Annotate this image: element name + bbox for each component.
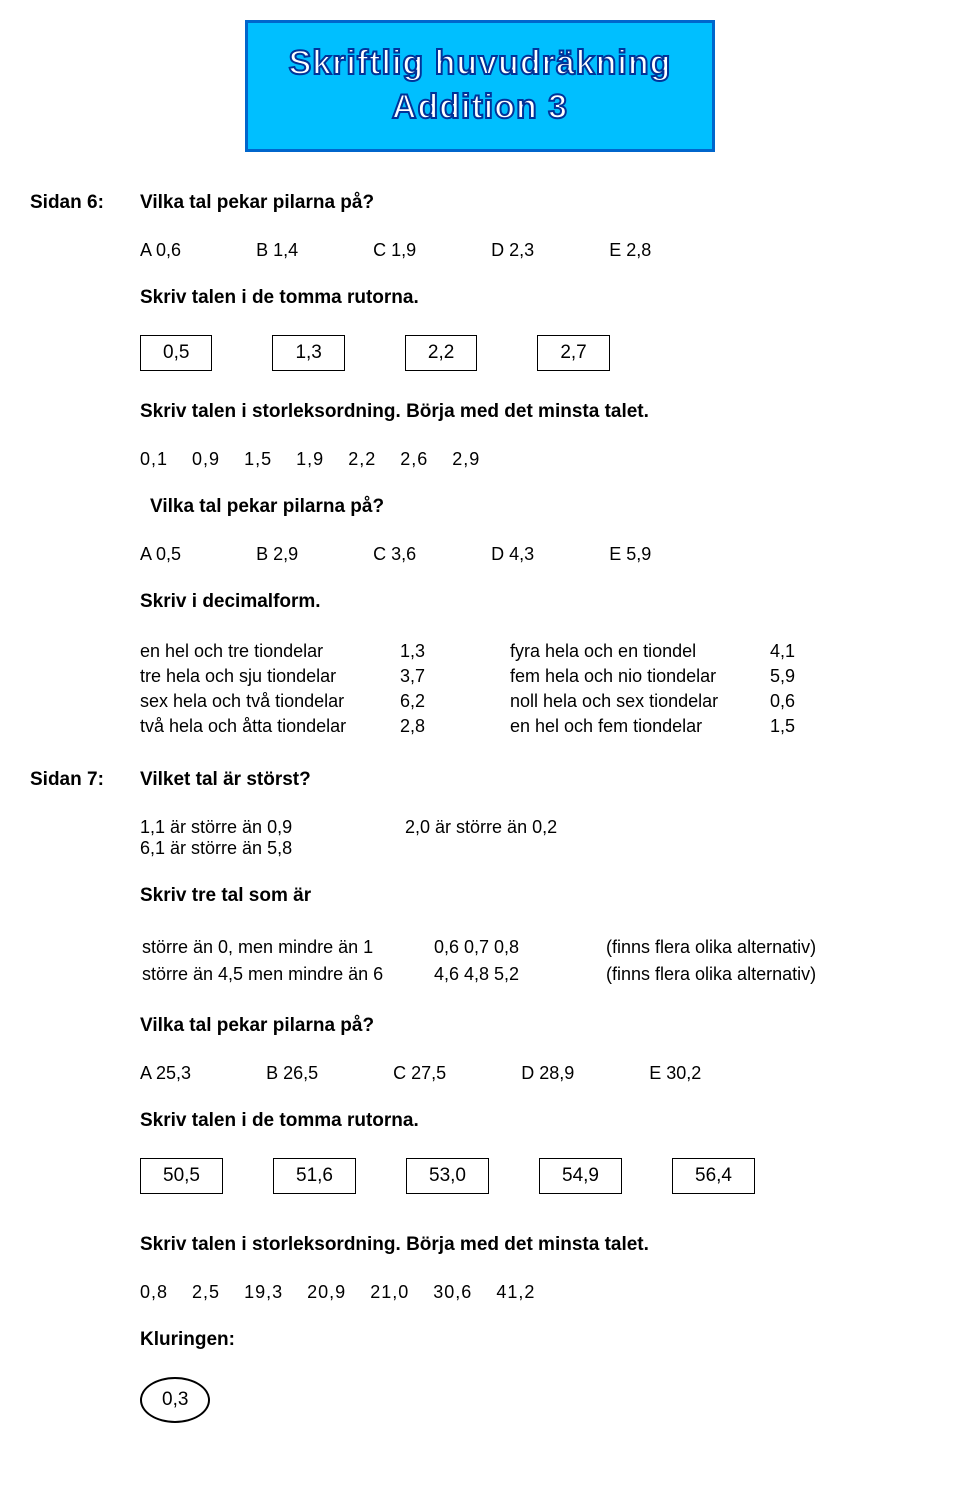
dc-lv: 3,7	[400, 664, 460, 689]
dc-right: en hel och fem tiondelar	[510, 714, 770, 739]
range-values: 4,6 4,8 5,2	[434, 962, 604, 987]
seq-item: 0,8	[140, 1282, 168, 1302]
s7-range-table: större än 0, men mindre än 1 0,6 0,7 0,8…	[140, 933, 818, 989]
seq-item: 2,9	[452, 449, 480, 469]
num-box: 54,9	[539, 1158, 622, 1194]
s6-q1-C: C 1,9	[373, 240, 416, 261]
range-desc: större än 0, men mindre än 1	[142, 935, 432, 960]
range-note: (finns flera olika alternativ)	[606, 935, 816, 960]
page-label-6: Sidan 6:	[30, 192, 140, 214]
s7-q4-boxes: 50,5 51,6 53,0 54,9 56,4	[140, 1158, 930, 1194]
kluringen-oval: 0,3	[140, 1377, 210, 1423]
s7-q5-seq: 0,8 2,5 19,3 20,9 21,0 30,6 41,2	[140, 1282, 930, 1303]
s6-q5-heading: Skriv i decimalform.	[140, 591, 930, 613]
seq-item: 21,0	[370, 1282, 409, 1302]
s6-decimals: en hel och tre tiondelar 1,3 fyra hela o…	[140, 639, 930, 739]
dc-lv: 1,3	[400, 639, 460, 664]
s6-q1-B: B 1,4	[256, 240, 298, 261]
range-desc: större än 4,5 men mindre än 6	[142, 962, 432, 987]
dc-rv: 5,9	[770, 664, 810, 689]
s7-q1-heading: Vilket tal är störst?	[140, 769, 930, 791]
seq-item: 19,3	[244, 1282, 283, 1302]
num-box: 0,5	[140, 335, 212, 371]
seq-item: 2,5	[192, 1282, 220, 1302]
range-values: 0,6 0,7 0,8	[434, 935, 604, 960]
s6-q4-heading: Vilka tal pekar pilarna på?	[150, 496, 930, 518]
s7-kluringen-heading: Kluringen:	[140, 1329, 930, 1351]
banner-line-1: Skriftlig huvudräkning	[260, 41, 700, 85]
s7-q2-heading: Skriv tre tal som är	[140, 885, 930, 907]
s7-q3-answers: A 25,3 B 26,5 C 27,5 D 28,9 E 30,2	[140, 1063, 930, 1084]
s6-q1-A: A 0,6	[140, 240, 181, 261]
s7-q1-answers: 1,1 är större än 0,9 2,0 är större än 0,…	[140, 817, 930, 859]
section-sidan-6: Sidan 6: Vilka tal pekar pilarna på? A 0…	[30, 192, 930, 769]
s6-q1-E: E 2,8	[609, 240, 651, 261]
s6-q3-seq: 0,1 0,9 1,5 1,9 2,2 2,6 2,9	[140, 449, 930, 470]
num-box: 2,2	[405, 335, 477, 371]
s6-q4-answers: A 0,5 B 2,9 C 3,6 D 4,3 E 5,9	[140, 544, 930, 565]
s6-q1-heading: Vilka tal pekar pilarna på?	[140, 192, 930, 214]
s6-q4-A: A 0,5	[140, 544, 181, 565]
page-label-7: Sidan 7:	[30, 769, 140, 791]
num-box: 53,0	[406, 1158, 489, 1194]
seq-item: 0,9	[192, 449, 220, 469]
num-box: 2,7	[537, 335, 609, 371]
seq-item: 30,6	[433, 1282, 472, 1302]
dc-lv: 2,8	[400, 714, 460, 739]
decimal-row: tre hela och sju tiondelar 3,7 fem hela …	[140, 664, 810, 689]
num-box: 1,3	[272, 335, 344, 371]
dc-left: en hel och tre tiondelar	[140, 639, 400, 664]
num-box: 51,6	[273, 1158, 356, 1194]
dc-rv: 4,1	[770, 639, 810, 664]
s7-q3-heading: Vilka tal pekar pilarna på?	[140, 1015, 930, 1037]
s7-q3-D: D 28,9	[521, 1063, 574, 1084]
s6-q4-D: D 4,3	[491, 544, 534, 565]
range-note: (finns flera olika alternativ)	[606, 962, 816, 987]
title-banner: Skriftlig huvudräkning Addition 3	[245, 20, 715, 152]
dc-rv: 0,6	[770, 689, 810, 714]
dc-right: noll hela och sex tiondelar	[510, 689, 770, 714]
s6-q2-boxes: 0,5 1,3 2,2 2,7	[140, 335, 930, 371]
num-box: 50,5	[140, 1158, 223, 1194]
s7-q3-C: C 27,5	[393, 1063, 446, 1084]
s6-q1-D: D 2,3	[491, 240, 534, 261]
decimal-row: två hela och åtta tiondelar 2,8 en hel o…	[140, 714, 810, 739]
num-box: 56,4	[672, 1158, 755, 1194]
s7-q1-a: 1,1 är större än 0,9	[140, 817, 400, 838]
seq-item: 0,1	[140, 449, 168, 469]
decimal-row: en hel och tre tiondelar 1,3 fyra hela o…	[140, 639, 810, 664]
range-row: större än 0, men mindre än 1 0,6 0,7 0,8…	[142, 935, 816, 960]
banner-line-2: Addition 3	[260, 85, 700, 129]
s6-q4-E: E 5,9	[609, 544, 651, 565]
s7-q3-B: B 26,5	[266, 1063, 318, 1084]
seq-item: 2,6	[400, 449, 428, 469]
seq-item: 1,9	[296, 449, 324, 469]
s7-q1-c: 6,1 är större än 5,8	[140, 838, 400, 859]
dc-right: fyra hela och en tiondel	[510, 639, 770, 664]
dc-right: fem hela och nio tiondelar	[510, 664, 770, 689]
section-sidan-7: Sidan 7: Vilket tal är störst? 1,1 är st…	[30, 769, 930, 1377]
dc-left: tre hela och sju tiondelar	[140, 664, 400, 689]
seq-item: 1,5	[244, 449, 272, 469]
dc-lv: 6,2	[400, 689, 460, 714]
range-row: större än 4,5 men mindre än 6 4,6 4,8 5,…	[142, 962, 816, 987]
s6-q4-C: C 3,6	[373, 544, 416, 565]
s6-q2-heading: Skriv talen i de tomma rutorna.	[140, 287, 930, 309]
dc-left: två hela och åtta tiondelar	[140, 714, 400, 739]
s6-q4-B: B 2,9	[256, 544, 298, 565]
decimal-row: sex hela och två tiondelar 6,2 noll hela…	[140, 689, 810, 714]
s7-q3-A: A 25,3	[140, 1063, 191, 1084]
s6-q3-heading: Skriv talen i storleksordning. Börja med…	[140, 401, 930, 423]
s7-q3-E: E 30,2	[649, 1063, 701, 1084]
seq-item: 41,2	[496, 1282, 535, 1302]
s7-q5-heading: Skriv talen i storleksordning. Börja med…	[140, 1234, 930, 1256]
s7-q4-heading: Skriv talen i de tomma rutorna.	[140, 1110, 930, 1132]
seq-item: 20,9	[307, 1282, 346, 1302]
dc-rv: 1,5	[770, 714, 810, 739]
dc-left: sex hela och två tiondelar	[140, 689, 400, 714]
s7-q1-b: 2,0 är större än 0,2	[405, 817, 665, 838]
s6-q1-answers: A 0,6 B 1,4 C 1,9 D 2,3 E 2,8	[140, 240, 930, 261]
seq-item: 2,2	[348, 449, 376, 469]
